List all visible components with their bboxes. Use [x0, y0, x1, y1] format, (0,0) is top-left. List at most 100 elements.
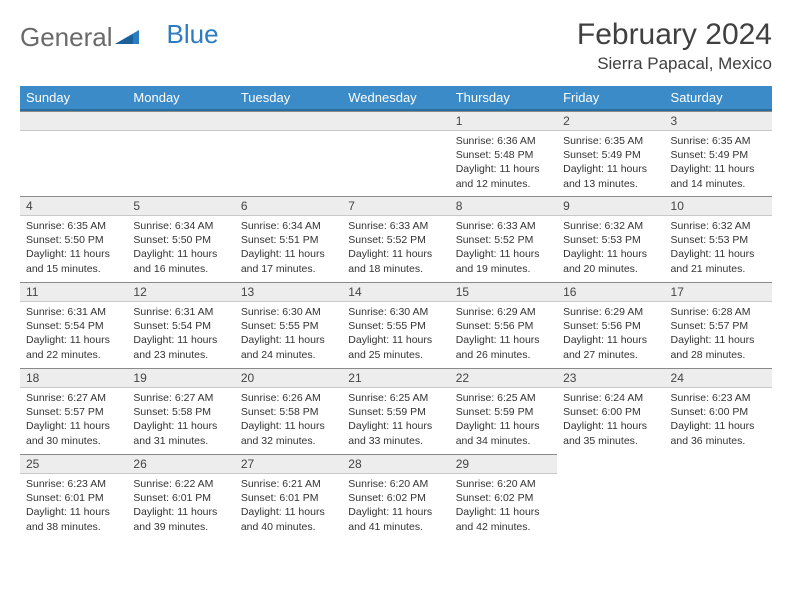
- day-details: Sunrise: 6:26 AMSunset: 5:58 PMDaylight:…: [235, 388, 342, 453]
- weekday-header: Tuesday: [235, 86, 342, 110]
- calendar-table: SundayMondayTuesdayWednesdayThursdayFrid…: [20, 86, 772, 540]
- calendar-cell: 8Sunrise: 6:33 AMSunset: 5:52 PMDaylight…: [450, 196, 557, 282]
- daylight-text-2: and 41 minutes.: [348, 520, 443, 534]
- sunrise-text: Sunrise: 6:25 AM: [348, 391, 443, 405]
- day-number: 23: [557, 368, 664, 388]
- daylight-text-2: and 22 minutes.: [26, 348, 121, 362]
- calendar-cell: 6Sunrise: 6:34 AMSunset: 5:51 PMDaylight…: [235, 196, 342, 282]
- daylight-text-2: and 31 minutes.: [133, 434, 228, 448]
- sunset-text: Sunset: 5:57 PM: [671, 319, 766, 333]
- daylight-text-1: Daylight: 11 hours: [133, 419, 228, 433]
- sunrise-text: Sunrise: 6:30 AM: [241, 305, 336, 319]
- daylight-text-2: and 13 minutes.: [563, 177, 658, 191]
- sunrise-text: Sunrise: 6:27 AM: [26, 391, 121, 405]
- calendar-cell: 14Sunrise: 6:30 AMSunset: 5:55 PMDayligh…: [342, 282, 449, 368]
- daylight-text-1: Daylight: 11 hours: [563, 162, 658, 176]
- calendar-week: 18Sunrise: 6:27 AMSunset: 5:57 PMDayligh…: [20, 368, 772, 454]
- daylight-text-1: Daylight: 11 hours: [563, 247, 658, 261]
- calendar-cell: 21Sunrise: 6:25 AMSunset: 5:59 PMDayligh…: [342, 368, 449, 454]
- daylight-text-1: Daylight: 11 hours: [133, 333, 228, 347]
- daylight-text-2: and 12 minutes.: [456, 177, 551, 191]
- sunset-text: Sunset: 5:48 PM: [456, 148, 551, 162]
- day-details: Sunrise: 6:27 AMSunset: 5:58 PMDaylight:…: [127, 388, 234, 453]
- day-number: 14: [342, 282, 449, 302]
- calendar-cell: [235, 110, 342, 196]
- empty-day-bar: [342, 111, 449, 131]
- daylight-text-2: and 25 minutes.: [348, 348, 443, 362]
- daylight-text-1: Daylight: 11 hours: [456, 505, 551, 519]
- sunrise-text: Sunrise: 6:36 AM: [456, 134, 551, 148]
- day-number: 26: [127, 454, 234, 474]
- sunrise-text: Sunrise: 6:20 AM: [348, 477, 443, 491]
- daylight-text-1: Daylight: 11 hours: [348, 247, 443, 261]
- sunrise-text: Sunrise: 6:35 AM: [26, 219, 121, 233]
- daylight-text-2: and 27 minutes.: [563, 348, 658, 362]
- sunrise-text: Sunrise: 6:34 AM: [241, 219, 336, 233]
- day-number: 21: [342, 368, 449, 388]
- daylight-text-1: Daylight: 11 hours: [671, 419, 766, 433]
- sunset-text: Sunset: 6:02 PM: [456, 491, 551, 505]
- sunset-text: Sunset: 5:49 PM: [563, 148, 658, 162]
- day-details: Sunrise: 6:35 AMSunset: 5:49 PMDaylight:…: [665, 131, 772, 196]
- empty-day-bar: [20, 111, 127, 131]
- day-details: Sunrise: 6:35 AMSunset: 5:50 PMDaylight:…: [20, 216, 127, 281]
- daylight-text-2: and 30 minutes.: [26, 434, 121, 448]
- sunrise-text: Sunrise: 6:32 AM: [563, 219, 658, 233]
- daylight-text-1: Daylight: 11 hours: [241, 419, 336, 433]
- sunrise-text: Sunrise: 6:22 AM: [133, 477, 228, 491]
- daylight-text-2: and 19 minutes.: [456, 262, 551, 276]
- calendar-cell: 22Sunrise: 6:25 AMSunset: 5:59 PMDayligh…: [450, 368, 557, 454]
- calendar-cell: 3Sunrise: 6:35 AMSunset: 5:49 PMDaylight…: [665, 110, 772, 196]
- sunset-text: Sunset: 5:58 PM: [241, 405, 336, 419]
- sunrise-text: Sunrise: 6:33 AM: [348, 219, 443, 233]
- weekday-header: Wednesday: [342, 86, 449, 110]
- calendar-cell: [557, 454, 664, 540]
- header: General Blue February 2024 Sierra Papaca…: [20, 18, 772, 74]
- day-details: Sunrise: 6:29 AMSunset: 5:56 PMDaylight:…: [450, 302, 557, 367]
- sunrise-text: Sunrise: 6:29 AM: [456, 305, 551, 319]
- day-number: 7: [342, 196, 449, 216]
- sunset-text: Sunset: 5:49 PM: [671, 148, 766, 162]
- logo-word1: General: [20, 22, 113, 53]
- sunset-text: Sunset: 5:58 PM: [133, 405, 228, 419]
- day-details: Sunrise: 6:34 AMSunset: 5:51 PMDaylight:…: [235, 216, 342, 281]
- day-details: Sunrise: 6:33 AMSunset: 5:52 PMDaylight:…: [450, 216, 557, 281]
- calendar-week: 25Sunrise: 6:23 AMSunset: 6:01 PMDayligh…: [20, 454, 772, 540]
- day-number: 9: [557, 196, 664, 216]
- daylight-text-2: and 14 minutes.: [671, 177, 766, 191]
- sunrise-text: Sunrise: 6:31 AM: [26, 305, 121, 319]
- sunrise-text: Sunrise: 6:33 AM: [456, 219, 551, 233]
- calendar-week: 4Sunrise: 6:35 AMSunset: 5:50 PMDaylight…: [20, 196, 772, 282]
- daylight-text-1: Daylight: 11 hours: [671, 333, 766, 347]
- sunrise-text: Sunrise: 6:34 AM: [133, 219, 228, 233]
- day-details: Sunrise: 6:32 AMSunset: 5:53 PMDaylight:…: [557, 216, 664, 281]
- day-details: Sunrise: 6:27 AMSunset: 5:57 PMDaylight:…: [20, 388, 127, 453]
- daylight-text-1: Daylight: 11 hours: [563, 419, 658, 433]
- calendar-cell: 17Sunrise: 6:28 AMSunset: 5:57 PMDayligh…: [665, 282, 772, 368]
- day-number: 1: [450, 111, 557, 131]
- calendar-cell: 15Sunrise: 6:29 AMSunset: 5:56 PMDayligh…: [450, 282, 557, 368]
- day-details: Sunrise: 6:20 AMSunset: 6:02 PMDaylight:…: [450, 474, 557, 539]
- sunrise-text: Sunrise: 6:32 AM: [671, 219, 766, 233]
- sunrise-text: Sunrise: 6:20 AM: [456, 477, 551, 491]
- sunset-text: Sunset: 6:02 PM: [348, 491, 443, 505]
- day-number: 27: [235, 454, 342, 474]
- day-number: 12: [127, 282, 234, 302]
- day-number: 24: [665, 368, 772, 388]
- day-number: 29: [450, 454, 557, 474]
- sunset-text: Sunset: 6:01 PM: [241, 491, 336, 505]
- sunset-text: Sunset: 5:50 PM: [26, 233, 121, 247]
- weekday-header: Friday: [557, 86, 664, 110]
- day-number: 10: [665, 196, 772, 216]
- sunset-text: Sunset: 6:01 PM: [133, 491, 228, 505]
- calendar-cell: 28Sunrise: 6:20 AMSunset: 6:02 PMDayligh…: [342, 454, 449, 540]
- sunset-text: Sunset: 5:53 PM: [671, 233, 766, 247]
- calendar-cell: 29Sunrise: 6:20 AMSunset: 6:02 PMDayligh…: [450, 454, 557, 540]
- day-details: Sunrise: 6:30 AMSunset: 5:55 PMDaylight:…: [235, 302, 342, 367]
- day-details: Sunrise: 6:23 AMSunset: 6:01 PMDaylight:…: [20, 474, 127, 539]
- daylight-text-2: and 16 minutes.: [133, 262, 228, 276]
- day-number: 20: [235, 368, 342, 388]
- day-number: 22: [450, 368, 557, 388]
- daylight-text-1: Daylight: 11 hours: [563, 333, 658, 347]
- sunset-text: Sunset: 6:00 PM: [563, 405, 658, 419]
